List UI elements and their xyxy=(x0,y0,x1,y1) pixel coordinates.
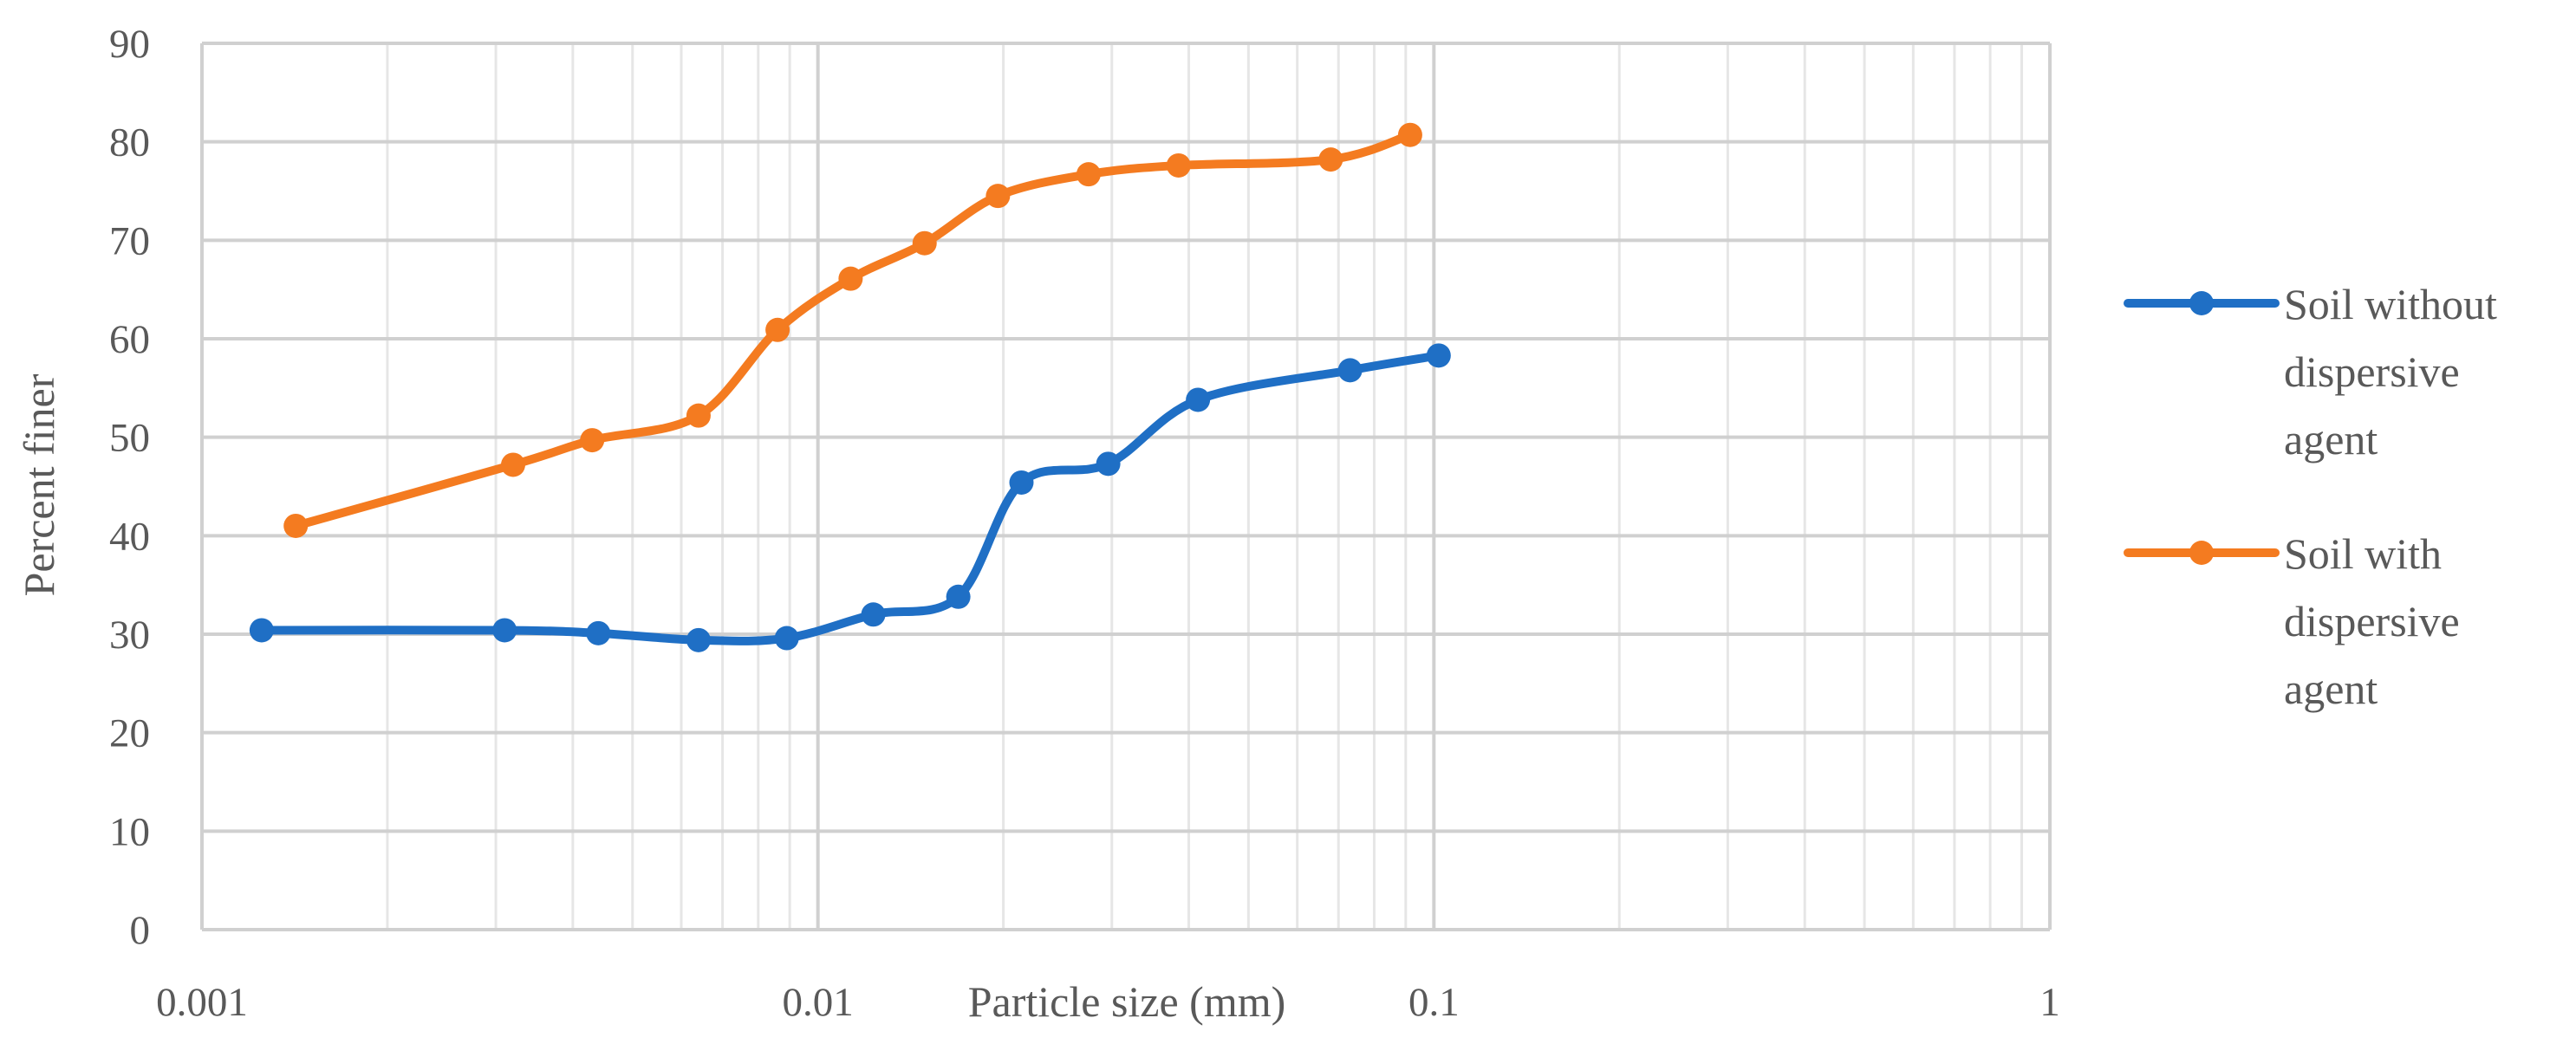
y-tick-label: 60 xyxy=(109,317,150,362)
y-tick-label: 0 xyxy=(130,908,151,953)
data-point xyxy=(1318,147,1343,172)
legend-swatch-marker xyxy=(2189,541,2214,565)
tick-labels: 0 10 20 30 40 50 60 70 80 90 0.001 0.01 0.1 1 xyxy=(109,22,2060,1025)
data-point xyxy=(686,627,711,652)
data-point xyxy=(1186,387,1211,412)
data-point xyxy=(249,618,274,643)
x-tick-label: 0.1 xyxy=(1408,980,1460,1025)
y-tick-label: 30 xyxy=(109,613,150,658)
x-axis-title: Particle size (mm) xyxy=(968,977,1286,1026)
data-point xyxy=(580,428,605,453)
data-point xyxy=(1096,451,1121,477)
data-point xyxy=(774,626,799,651)
data-point xyxy=(1166,152,1191,178)
data-point xyxy=(946,584,971,609)
legend-entry-2: Soil with dispersive agent xyxy=(2124,529,2460,713)
data-point xyxy=(1426,343,1451,368)
data-point xyxy=(765,317,790,342)
y-tick-label: 80 xyxy=(109,120,150,165)
x-tick-label: 1 xyxy=(2039,980,2060,1025)
series-line xyxy=(257,351,1443,645)
data-point xyxy=(283,513,309,538)
legend-label: dispersive xyxy=(2284,347,2460,396)
series xyxy=(249,122,1451,652)
y-axis-title: Percent finer xyxy=(15,373,63,596)
y-tick-label: 40 xyxy=(109,514,150,559)
data-point xyxy=(1397,122,1422,147)
series-2 xyxy=(283,122,1422,538)
y-tick-label: 20 xyxy=(109,711,150,756)
legend-label: agent xyxy=(2284,665,2378,713)
data-point xyxy=(1009,470,1034,495)
data-point xyxy=(586,620,611,645)
x-tick-label: 0.001 xyxy=(156,980,248,1025)
legend-label: Soil without xyxy=(2284,280,2497,328)
data-point xyxy=(861,602,886,627)
y-tick-label: 70 xyxy=(109,218,150,263)
data-point xyxy=(1337,358,1363,383)
data-point xyxy=(686,403,711,428)
series-1 xyxy=(249,343,1451,652)
data-point xyxy=(1076,162,1101,187)
legend: Soil without dispersive agent Soil with disp… xyxy=(2124,280,2497,713)
legend-swatch-marker xyxy=(2189,291,2214,315)
legend-label: dispersive xyxy=(2284,597,2460,645)
data-point xyxy=(492,618,517,643)
legend-label: agent xyxy=(2284,415,2378,464)
legend-label: Soil with xyxy=(2284,529,2442,578)
y-tick-label: 90 xyxy=(109,22,150,67)
data-point xyxy=(912,230,937,256)
x-tick-label: 0.01 xyxy=(783,980,854,1025)
data-point xyxy=(500,452,525,477)
legend-entry-1: Soil without dispersive agent xyxy=(2124,280,2497,464)
y-tick-label: 50 xyxy=(109,416,150,461)
series-line xyxy=(291,130,1415,530)
data-point xyxy=(986,184,1011,209)
y-tick-label: 10 xyxy=(109,809,150,854)
data-point xyxy=(838,266,863,291)
grid xyxy=(200,42,2052,931)
